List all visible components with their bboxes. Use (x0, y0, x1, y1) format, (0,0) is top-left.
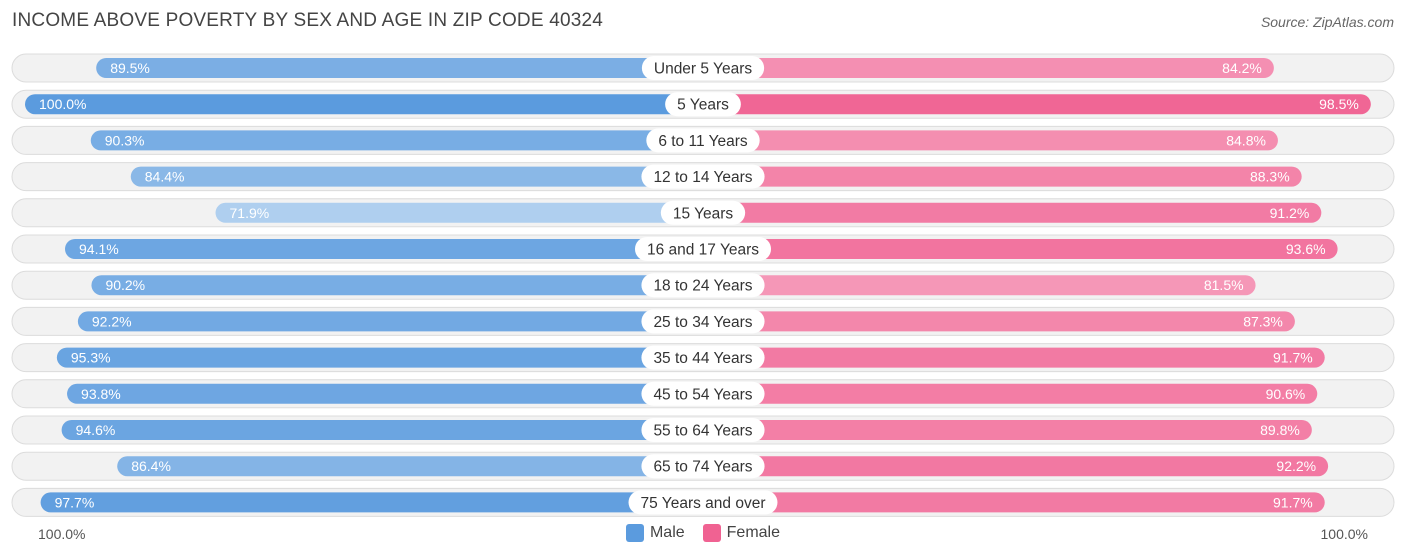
bar-male (130, 166, 703, 187)
category-label: 16 and 17 Years (647, 242, 759, 259)
category-pill (628, 490, 778, 515)
category-label: 5 Years (677, 97, 729, 114)
legend-label-male: Male (649, 524, 685, 541)
bar-female (703, 130, 1278, 151)
bar-male (215, 202, 703, 223)
bar-female (703, 420, 1312, 440)
data-label-female: 98.5% (1319, 96, 1359, 112)
data-label-male: 100.0% (39, 96, 86, 112)
bar-female (703, 202, 1322, 223)
category-pill (641, 454, 765, 479)
category-label: 25 to 34 Years (653, 314, 752, 331)
data-label-female: 91.7% (1273, 494, 1313, 510)
data-label-female: 93.6% (1286, 241, 1326, 257)
bar-female (703, 456, 1329, 477)
data-label-male: 95.3% (71, 350, 111, 366)
category-pill (634, 237, 772, 261)
bar-male (61, 420, 703, 440)
category-label: 55 to 64 Years (653, 423, 752, 440)
data-label-female: 88.3% (1250, 169, 1290, 185)
bar-female (703, 275, 1256, 296)
category-pill (641, 56, 765, 80)
legend-swatch-male (625, 524, 644, 542)
data-label-female: 91.2% (1270, 205, 1310, 221)
legend-item-male[interactable]: Male (625, 524, 685, 542)
data-label-female: 81.5% (1204, 277, 1244, 293)
legend-swatch-female (702, 524, 721, 542)
data-label-male: 94.6% (76, 422, 116, 438)
bar-male (91, 275, 704, 296)
category-pill (641, 381, 765, 406)
bar-female (703, 347, 1325, 368)
bar-male (77, 311, 703, 332)
category-pill (641, 273, 765, 298)
bar-female (703, 94, 1371, 115)
data-label-male: 86.4% (131, 458, 171, 474)
category-pill (641, 164, 765, 189)
bar-male (56, 347, 703, 368)
category-pill (641, 345, 765, 370)
chart-title: INCOME ABOVE POVERTY BY SEX AND AGE IN Z… (12, 10, 604, 31)
chart-source: Source: ZipAtlas.com (1260, 14, 1394, 30)
category-label: Under 5 Years (654, 61, 752, 78)
data-label-female: 92.2% (1276, 458, 1316, 474)
category-label: 15 Years (673, 205, 734, 222)
legend: Male Female (0, 524, 1406, 542)
bar-male (40, 492, 704, 513)
data-label-female: 91.7% (1273, 350, 1313, 366)
category-pill (660, 200, 746, 225)
category-label: 65 to 74 Years (653, 459, 752, 476)
category-pill (646, 128, 760, 153)
axis-left-label: 100.0% (38, 526, 86, 542)
chart-area: 89.5% 84.2% Under 5 Years 100.0% 98.5% 5 Year… (11, 53, 1395, 517)
axis-right-label: 100.0% (1320, 526, 1368, 542)
bar-male (25, 94, 703, 115)
data-label-male: 90.2% (105, 277, 145, 293)
data-label-female: 84.2% (1222, 60, 1262, 76)
data-label-female: 90.6% (1266, 386, 1306, 402)
bar-female (703, 311, 1295, 332)
bar-male (96, 58, 703, 78)
data-label-male: 89.5% (110, 60, 150, 76)
category-label: 18 to 24 Years (653, 278, 752, 295)
bar-female (703, 383, 1318, 404)
bar-male (65, 239, 703, 259)
data-label-female: 89.8% (1260, 422, 1300, 438)
bar-male (117, 456, 703, 477)
category-label: 35 to 44 Years (653, 350, 752, 367)
data-label-male: 94.1% (79, 241, 119, 257)
data-label-male: 92.2% (92, 313, 132, 329)
bar-male (67, 383, 703, 404)
category-label: 12 to 14 Years (653, 169, 752, 186)
legend-item-female[interactable]: Female (702, 524, 781, 542)
category-pill (641, 418, 765, 442)
category-label: 45 to 54 Years (653, 386, 752, 403)
data-label-male: 71.9% (230, 205, 270, 221)
data-label-male: 90.3% (105, 132, 145, 148)
data-label-male: 97.7% (55, 494, 95, 510)
bar-female (703, 492, 1325, 513)
data-label-female: 84.8% (1226, 132, 1266, 148)
bar-female (703, 166, 1302, 187)
bar-female (703, 58, 1274, 78)
legend-label-female: Female (726, 524, 781, 541)
category-label: 6 to 11 Years (658, 133, 748, 150)
data-label-male: 84.4% (145, 169, 185, 185)
data-label-male: 93.8% (81, 386, 121, 402)
data-label-female: 87.3% (1243, 313, 1283, 329)
bar-male (90, 130, 704, 151)
bar-female (703, 239, 1338, 259)
category-label: 75 Years and over (641, 495, 766, 512)
category-pill (641, 309, 765, 334)
category-pill (665, 92, 741, 117)
